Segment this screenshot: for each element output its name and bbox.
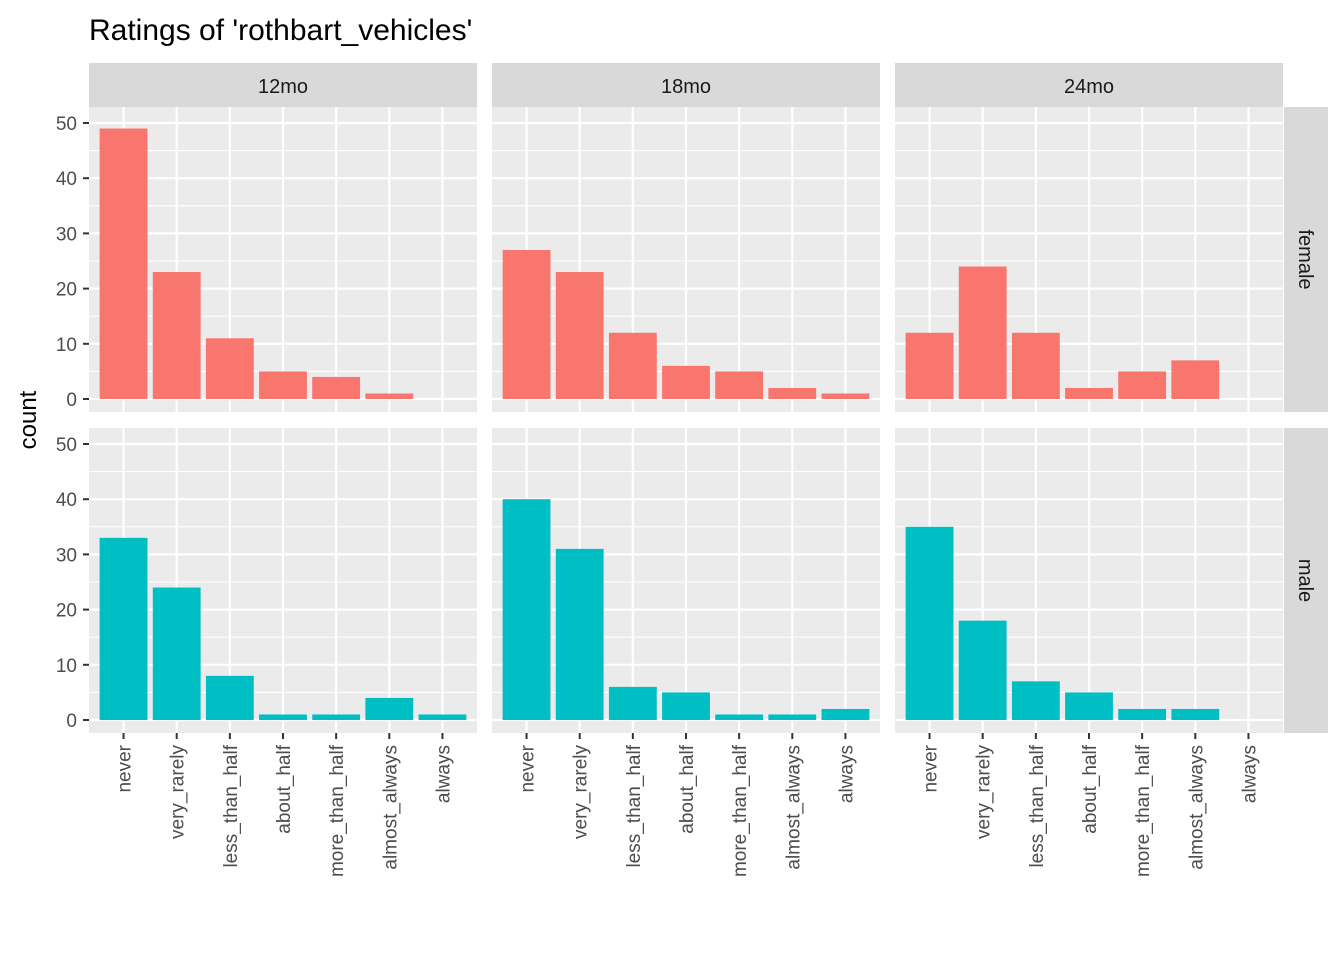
- y-tick-label-50: 50: [56, 114, 77, 135]
- bar-24mo-female-more_than_half: [1118, 371, 1167, 399]
- facet-strip-18mo: [492, 63, 880, 107]
- y-tick-label-30: 30: [56, 545, 77, 566]
- x-tick-label-very_rarely: very_rarely: [571, 745, 592, 839]
- bar-12mo-female-never: [99, 128, 148, 399]
- x-tick-label-more_than_half: more_than_half: [1133, 744, 1154, 877]
- y-tick-label-40: 40: [56, 490, 77, 511]
- y-tick-label-40: 40: [56, 169, 77, 190]
- facet-strip-female: [1284, 107, 1328, 412]
- facet-strip-male: [1284, 428, 1328, 733]
- bar-12mo-male-more_than_half: [312, 714, 361, 720]
- x-tick-label-almost_always: almost_always: [380, 745, 401, 870]
- x-tick-label-more_than_half: more_than_half: [730, 744, 751, 877]
- bar-24mo-female-less_than_half: [1011, 332, 1060, 399]
- facet-strip-label-18mo: 18mo: [661, 76, 711, 98]
- bar-24mo-female-never: [905, 332, 954, 399]
- y-tick-label-10: 10: [56, 656, 77, 677]
- x-tick-label-about_half: about_half: [1080, 744, 1101, 833]
- bar-12mo-male-always: [418, 714, 467, 720]
- panel-24mo-female: [895, 107, 1283, 412]
- bar-24mo-female-about_half: [1065, 387, 1113, 399]
- bar-12mo-female-very_rarely: [152, 272, 201, 399]
- facet-strip-label-24mo: 24mo: [1064, 76, 1114, 98]
- x-tick-label-less_than_half: less_than_half: [221, 744, 242, 867]
- bar-18mo-male-very_rarely: [555, 548, 604, 720]
- x-tick-label-very_rarely: very_rarely: [974, 745, 995, 839]
- x-tick-label-always: always: [1239, 745, 1260, 803]
- bar-18mo-male-about_half: [662, 692, 710, 720]
- bar-12mo-male-never: [99, 537, 148, 720]
- facet-strip-12mo: [89, 63, 477, 107]
- bar-24mo-male-less_than_half: [1011, 681, 1060, 720]
- x-tick-label-more_than_half: more_than_half: [327, 744, 348, 877]
- chart-title: Ratings of 'rothbart_vehicles': [89, 14, 472, 47]
- bar-12mo-female-less_than_half: [205, 338, 254, 399]
- x-tick-label-always: always: [433, 745, 454, 803]
- bar-18mo-female-more_than_half: [715, 371, 764, 399]
- y-tick-label-20: 20: [56, 601, 77, 622]
- bar-18mo-female-very_rarely: [555, 272, 604, 399]
- facet-strip-label-male: male: [1294, 559, 1316, 602]
- bar-12mo-female-about_half: [259, 371, 307, 399]
- x-tick-label-never: never: [921, 744, 942, 792]
- y-tick-label-50: 50: [56, 435, 77, 456]
- bar-18mo-female-almost_always: [768, 387, 817, 399]
- x-tick-label-about_half: about_half: [677, 744, 698, 833]
- x-tick-label-never: never: [115, 744, 136, 792]
- y-tick-label-20: 20: [56, 280, 77, 301]
- bar-18mo-male-never: [502, 499, 551, 720]
- panel-24mo-male: [895, 428, 1283, 733]
- bar-24mo-male-never: [905, 526, 954, 720]
- bar-18mo-female-about_half: [662, 365, 710, 399]
- x-tick-label-never: never: [518, 744, 539, 792]
- x-tick-label-very_rarely: very_rarely: [168, 745, 189, 839]
- bar-12mo-female-almost_always: [365, 393, 414, 399]
- bar-24mo-female-very_rarely: [958, 266, 1007, 399]
- x-tick-label-less_than_half: less_than_half: [624, 744, 645, 867]
- panel-18mo-female: [492, 107, 880, 412]
- bar-12mo-male-about_half: [259, 714, 307, 720]
- panel-12mo-male: [89, 428, 477, 733]
- bar-24mo-male-very_rarely: [958, 620, 1007, 720]
- y-tick-label-0: 0: [66, 711, 77, 732]
- x-tick-label-about_half: about_half: [274, 744, 295, 833]
- x-tick-label-less_than_half: less_than_half: [1027, 744, 1048, 867]
- x-tick-label-almost_always: almost_always: [1186, 745, 1207, 870]
- bar-18mo-male-almost_always: [768, 714, 817, 720]
- bar-24mo-female-almost_always: [1171, 360, 1220, 399]
- bar-24mo-male-about_half: [1065, 692, 1113, 720]
- bar-18mo-female-less_than_half: [608, 332, 657, 399]
- panels-layer: 12mo 18mo 24mo female male 0 10 20 30 40 50 0 10 20 30…: [56, 63, 1328, 877]
- panel-12mo-female: [89, 107, 477, 412]
- facet-strip-24mo: [895, 63, 1283, 107]
- bar-24mo-male-almost_always: [1171, 708, 1220, 720]
- bar-12mo-female-more_than_half: [312, 376, 361, 399]
- y-tick-label-30: 30: [56, 224, 77, 245]
- bar-18mo-male-always: [821, 708, 870, 720]
- y-tick-label-0: 0: [66, 390, 77, 411]
- x-tick-label-almost_always: almost_always: [783, 745, 804, 870]
- bar-12mo-male-less_than_half: [205, 675, 254, 720]
- facet-strip-label-female: female: [1294, 229, 1316, 289]
- bar-18mo-male-less_than_half: [608, 686, 657, 720]
- facet-strip-label-12mo: 12mo: [258, 76, 308, 98]
- y-tick-label-10: 10: [56, 335, 77, 356]
- bar-24mo-male-more_than_half: [1118, 708, 1167, 720]
- bar-18mo-female-never: [502, 249, 551, 399]
- bar-12mo-male-almost_always: [365, 697, 414, 720]
- bar-18mo-male-more_than_half: [715, 714, 764, 720]
- x-tick-label-always: always: [836, 745, 857, 803]
- y-axis-label: count: [15, 390, 42, 449]
- bar-18mo-female-always: [821, 393, 870, 399]
- panel-18mo-male: [492, 428, 880, 733]
- bar-12mo-male-very_rarely: [152, 587, 201, 720]
